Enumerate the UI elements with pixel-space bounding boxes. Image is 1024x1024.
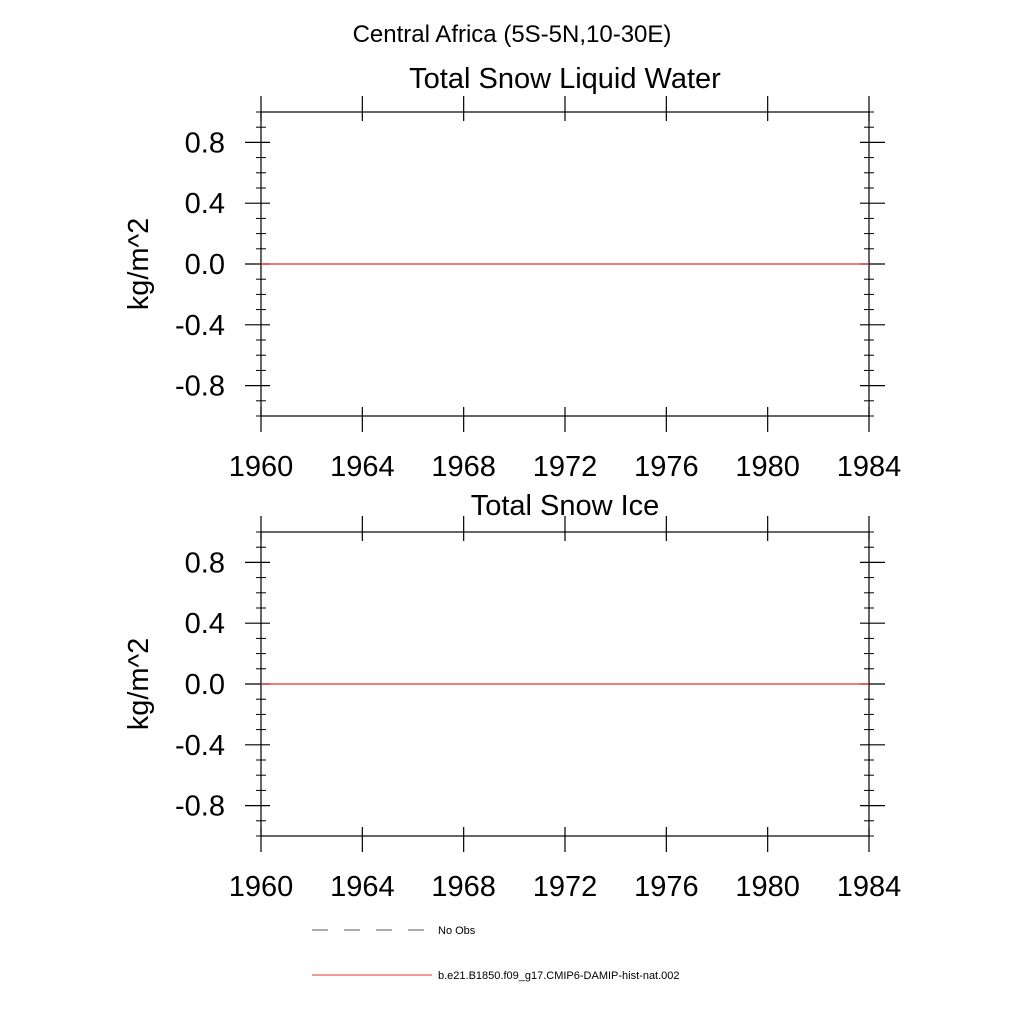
legend-label-1: b.e21.B1850.f09_g17.CMIP6-DAMIP-hist-nat… xyxy=(438,970,680,982)
chart-0-x-tick-label: 1964 xyxy=(330,451,395,483)
chart-0-x-tick-label: 1960 xyxy=(229,451,294,483)
chart-0-x-tick-label: 1976 xyxy=(634,451,699,483)
chart-1-y-tick-label: 0.0 xyxy=(185,669,225,701)
chart-0-y-tick-label: -0.4 xyxy=(175,310,225,342)
chart-1-y-tick-label: 0.4 xyxy=(185,608,225,640)
panel-snow-liquid-water: Total Snow Liquid Water 1960 1964 1968 1972 1… xyxy=(123,63,901,483)
chart-0-y-tick-label: -0.8 xyxy=(175,371,225,403)
figure-title: Central Africa (5S-5N,10-30E) xyxy=(353,21,672,48)
chart-1-x-tick-label: 1980 xyxy=(735,871,800,903)
chart-0-y-axis-label: kg/m^2 xyxy=(123,218,155,311)
legend: No Obs b.e21.B1850.f09_g17.CMIP6-DAMIP-hi… xyxy=(312,925,680,982)
chart-0-y-tick-label: 0.8 xyxy=(185,127,225,159)
chart-1-x-tick-label: 1972 xyxy=(533,871,598,903)
chart-1-y-tick-label: 0.8 xyxy=(185,547,225,579)
chart-0-x-tick-label: 1984 xyxy=(837,451,902,483)
chart-0-y-tick-label: 0.4 xyxy=(185,188,225,220)
chart-1-y-axis-label: kg/m^2 xyxy=(123,638,155,731)
chart-1-x-tick-label: 1976 xyxy=(634,871,699,903)
chart-0-x-tick-label: 1980 xyxy=(735,451,800,483)
chart-1-y-tick-label: -0.8 xyxy=(175,791,225,823)
chart-1-y-tick-label: -0.4 xyxy=(175,730,225,762)
chart-1-x-tick-label: 1960 xyxy=(229,871,294,903)
chart-1-x-tick-label: 1968 xyxy=(431,871,496,903)
chart-0-title: Total Snow Liquid Water xyxy=(409,63,721,95)
chart-1-x-tick-label: 1964 xyxy=(330,871,395,903)
chart-0-x-tick-label: 1972 xyxy=(533,451,598,483)
chart-0-y-tick-label: 0.0 xyxy=(185,249,225,281)
chart-1-x-tick-label: 1984 xyxy=(837,871,902,903)
chart-0-x-tick-label: 1968 xyxy=(431,451,496,483)
legend-label-0: No Obs xyxy=(438,925,476,937)
